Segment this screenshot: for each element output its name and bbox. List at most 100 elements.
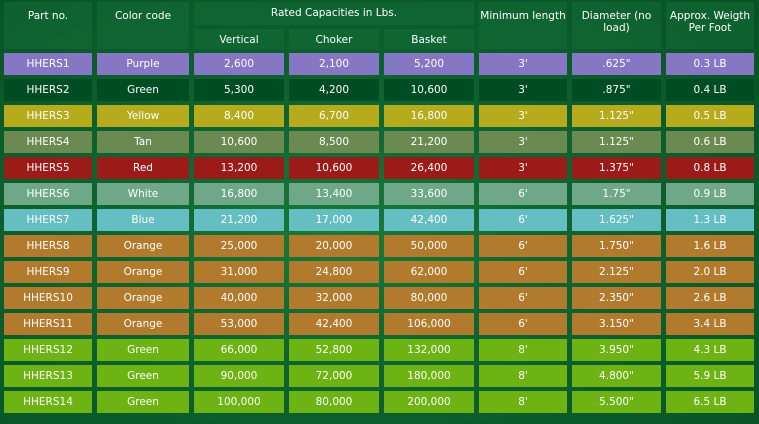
part-number-cell: HHERS6 — [4, 183, 92, 205]
choker-capacity-cell: 32,000 — [289, 287, 379, 309]
choker-capacity-cell: 8,500 — [289, 131, 379, 153]
vertical-capacity-cell: 5,300 — [194, 79, 284, 101]
weight-per-foot-cell: 2.6 LB — [666, 287, 754, 309]
header-choker: Choker — [289, 29, 379, 49]
table-row: HHERS9 Orange 31,000 24,800 62,000 6' 2.125" 2.… — [4, 261, 754, 283]
table-row: HHERS1 Purple 2,600 2,100 5,200 3' .625" 0.3 LB — [4, 53, 754, 75]
choker-capacity-cell: 2,100 — [289, 53, 379, 75]
color-code-cell: Blue — [97, 209, 189, 231]
table-row: HHERS8 Orange 25,000 20,000 50,000 6' 1.750" 1.… — [4, 235, 754, 257]
diameter-cell: 2.125" — [572, 261, 661, 283]
part-number-cell: HHERS10 — [4, 287, 92, 309]
part-number-cell: HHERS2 — [4, 79, 92, 101]
basket-capacity-cell: 21,200 — [384, 131, 474, 153]
part-number-cell: HHERS11 — [4, 313, 92, 335]
minimum-length-cell: 6' — [479, 235, 567, 257]
table-row: HHERS5 Red 13,200 10,600 26,400 3' 1.375" 0.8 L… — [4, 157, 754, 179]
diameter-cell: 4.800" — [572, 365, 661, 387]
minimum-length-cell: 8' — [479, 391, 567, 413]
header-color-code: Color code — [97, 2, 189, 49]
table-row: HHERS14 Green 100,000 80,000 200,000 8' 5.500"… — [4, 391, 754, 413]
weight-per-foot-cell: 3.4 LB — [666, 313, 754, 335]
weight-per-foot-cell: 6.5 LB — [666, 391, 754, 413]
table-row: HHERS6 White 16,800 13,400 33,600 6' 1.75" 0.9 … — [4, 183, 754, 205]
vertical-capacity-cell: 8,400 — [194, 105, 284, 127]
color-code-cell: Orange — [97, 313, 189, 335]
vertical-capacity-cell: 53,000 — [194, 313, 284, 335]
part-number-cell: HHERS9 — [4, 261, 92, 283]
vertical-capacity-cell: 16,800 — [194, 183, 284, 205]
header-minimum-length: Minimum length — [479, 2, 567, 49]
vertical-capacity-cell: 31,000 — [194, 261, 284, 283]
diameter-cell: .625" — [572, 53, 661, 75]
diameter-cell: 1.125" — [572, 131, 661, 153]
basket-capacity-cell: 180,000 — [384, 365, 474, 387]
weight-per-foot-cell: 0.4 LB — [666, 79, 754, 101]
diameter-cell: 5.500" — [572, 391, 661, 413]
color-code-cell: Purple — [97, 53, 189, 75]
table-row: HHERS12 Green 66,000 52,800 132,000 8' 3.950" 4… — [4, 339, 754, 361]
part-number-cell: HHERS14 — [4, 391, 92, 413]
minimum-length-cell: 3' — [479, 157, 567, 179]
color-code-cell: Orange — [97, 261, 189, 283]
minimum-length-cell: 6' — [479, 183, 567, 205]
color-code-cell: Tan — [97, 131, 189, 153]
vertical-capacity-cell: 90,000 — [194, 365, 284, 387]
weight-per-foot-cell: 0.8 LB — [666, 157, 754, 179]
table-row: HHERS13 Green 90,000 72,000 180,000 8' 4.800" 5… — [4, 365, 754, 387]
choker-capacity-cell: 4,200 — [289, 79, 379, 101]
choker-capacity-cell: 52,800 — [289, 339, 379, 361]
choker-capacity-cell: 10,600 — [289, 157, 379, 179]
part-number-cell: HHERS12 — [4, 339, 92, 361]
header-diameter: Diameter (no load) — [572, 2, 661, 49]
part-number-cell: HHERS1 — [4, 53, 92, 75]
choker-capacity-cell: 17,000 — [289, 209, 379, 231]
part-number-cell: HHERS8 — [4, 235, 92, 257]
table-row: HHERS11 Orange 53,000 42,400 106,000 6' 3.150"… — [4, 313, 754, 335]
minimum-length-cell: 3' — [479, 53, 567, 75]
weight-per-foot-cell: 0.9 LB — [666, 183, 754, 205]
vertical-capacity-cell: 25,000 — [194, 235, 284, 257]
diameter-cell: 1.375" — [572, 157, 661, 179]
weight-per-foot-cell: 2.0 LB — [666, 261, 754, 283]
color-code-cell: Red — [97, 157, 189, 179]
weight-per-foot-cell: 4.3 LB — [666, 339, 754, 361]
header-part-no: Part no. — [4, 2, 92, 49]
weight-per-foot-cell: 0.5 LB — [666, 105, 754, 127]
minimum-length-cell: 6' — [479, 313, 567, 335]
diameter-cell: .875" — [572, 79, 661, 101]
choker-capacity-cell: 6,700 — [289, 105, 379, 127]
part-number-cell: HHERS4 — [4, 131, 92, 153]
weight-per-foot-cell: 1.3 LB — [666, 209, 754, 231]
part-number-cell: HHERS13 — [4, 365, 92, 387]
diameter-cell: 1.75" — [572, 183, 661, 205]
basket-capacity-cell: 16,800 — [384, 105, 474, 127]
minimum-length-cell: 8' — [479, 339, 567, 361]
minimum-length-cell: 6' — [479, 261, 567, 283]
color-code-cell: Green — [97, 365, 189, 387]
basket-capacity-cell: 106,000 — [384, 313, 474, 335]
weight-per-foot-cell: 0.6 LB — [666, 131, 754, 153]
weight-per-foot-cell: 0.3 LB — [666, 53, 754, 75]
choker-capacity-cell: 42,400 — [289, 313, 379, 335]
basket-capacity-cell: 50,000 — [384, 235, 474, 257]
basket-capacity-cell: 5,200 — [384, 53, 474, 75]
minimum-length-cell: 6' — [479, 209, 567, 231]
choker-capacity-cell: 72,000 — [289, 365, 379, 387]
diameter-cell: 3.150" — [572, 313, 661, 335]
header-vertical: Vertical — [194, 29, 284, 49]
basket-capacity-cell: 80,000 — [384, 287, 474, 309]
vertical-capacity-cell: 100,000 — [194, 391, 284, 413]
color-code-cell: Green — [97, 339, 189, 361]
basket-capacity-cell: 42,400 — [384, 209, 474, 231]
color-code-cell: Green — [97, 391, 189, 413]
vertical-capacity-cell: 40,000 — [194, 287, 284, 309]
table-row: HHERS4 Tan 10,600 8,500 21,200 3' 1.125" 0.6 LB — [4, 131, 754, 153]
part-number-cell: HHERS3 — [4, 105, 92, 127]
minimum-length-cell: 8' — [479, 365, 567, 387]
weight-per-foot-cell: 5.9 LB — [666, 365, 754, 387]
table-row: HHERS10 Orange 40,000 32,000 80,000 6' 2.350" 2… — [4, 287, 754, 309]
part-number-cell: HHERS5 — [4, 157, 92, 179]
basket-capacity-cell: 62,000 — [384, 261, 474, 283]
